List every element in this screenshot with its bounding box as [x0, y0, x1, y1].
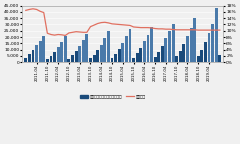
Bar [190, 28, 192, 62]
Bar [39, 41, 42, 62]
Bar [179, 51, 182, 62]
Bar [114, 54, 117, 62]
Bar [157, 52, 160, 62]
Bar [67, 59, 70, 62]
Bar [89, 58, 92, 62]
Bar [31, 50, 34, 62]
Bar [218, 55, 221, 62]
Bar [197, 56, 200, 62]
Bar [136, 53, 139, 62]
Bar [75, 51, 78, 62]
Bar [103, 38, 106, 62]
Bar [125, 36, 128, 62]
Bar [96, 50, 99, 62]
Bar [211, 24, 214, 62]
Bar [60, 42, 63, 62]
Bar [82, 40, 85, 62]
Bar [118, 49, 121, 62]
Bar [42, 36, 45, 62]
Bar [143, 41, 146, 62]
Bar [78, 46, 81, 62]
Bar [46, 59, 49, 62]
Bar [64, 36, 67, 62]
Bar [132, 58, 135, 62]
Bar [154, 57, 156, 62]
Bar [111, 58, 114, 62]
Bar [53, 52, 56, 62]
Bar [168, 31, 171, 62]
Bar [129, 29, 132, 62]
Bar [172, 24, 174, 62]
Bar [193, 18, 196, 62]
Bar [28, 54, 31, 62]
Bar [100, 44, 103, 62]
Bar [71, 55, 74, 62]
Bar [164, 38, 167, 62]
Bar [200, 50, 203, 62]
Bar [182, 44, 185, 62]
Bar [121, 43, 124, 62]
Bar [161, 46, 164, 62]
Bar [204, 42, 207, 62]
Bar [85, 34, 88, 62]
Bar [49, 56, 52, 62]
Bar [215, 8, 218, 62]
Bar [186, 36, 189, 62]
Bar [24, 58, 27, 62]
Bar [208, 33, 210, 62]
Legend: 社零餐飲收入累計值（億元）, 同比增速: 社零餐飲收入累計值（億元）, 同比增速 [78, 93, 147, 101]
Bar [35, 45, 38, 62]
Bar [139, 48, 142, 62]
Bar [107, 31, 110, 62]
Bar [150, 27, 153, 62]
Bar [93, 55, 96, 62]
Bar [57, 47, 60, 62]
Bar [175, 56, 178, 62]
Bar [147, 35, 150, 62]
